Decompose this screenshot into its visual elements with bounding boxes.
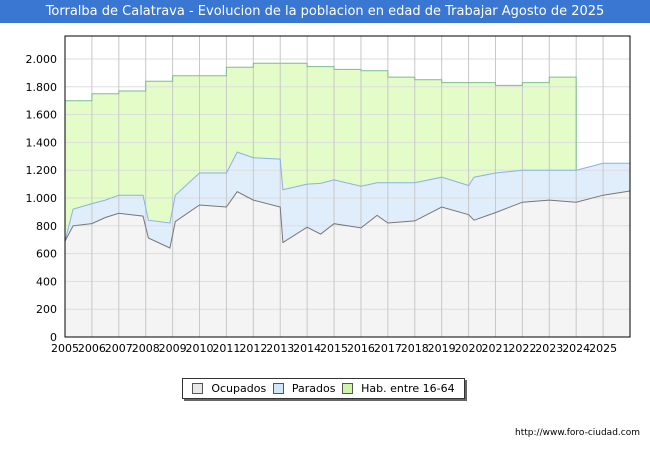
chart-title: Torralba de Calatrava - Evolucion de la … (0, 0, 650, 23)
legend-swatch-ocupados (192, 383, 204, 394)
series-area-ocupados (65, 191, 630, 337)
x-tick-label: 2011 (212, 342, 240, 355)
legend-parados: Parados (272, 382, 336, 395)
y-tick-label: 1.600 (26, 109, 58, 122)
y-tick-label: 1.200 (26, 164, 58, 177)
x-tick-label: 2008 (132, 342, 160, 355)
y-tick-label: 1.800 (26, 81, 58, 94)
y-tick-label: 400 (36, 275, 57, 288)
y-tick-label: 800 (36, 220, 57, 233)
x-tick-label: 2021 (481, 342, 509, 355)
legend-label: Ocupados (211, 382, 267, 395)
y-tick-label: 200 (36, 303, 57, 316)
y-tick-label: 0 (50, 331, 57, 344)
x-tick-label: 2005 (51, 342, 79, 355)
x-tick-label: 2018 (401, 342, 429, 355)
legend-hab: Hab. entre 16-64 (342, 382, 455, 395)
x-tick-label: 2017 (374, 342, 402, 355)
x-tick-label: 2013 (266, 342, 294, 355)
legend-swatch-parados (272, 383, 284, 394)
x-tick-label: 2006 (78, 342, 106, 355)
x-tick-label: 2016 (347, 342, 375, 355)
x-tick-label: 2015 (320, 342, 348, 355)
y-tick-label: 600 (36, 248, 57, 261)
x-tick-label: 2014 (293, 342, 321, 355)
legend-swatch-hab (342, 383, 354, 394)
x-tick-label: 2010 (186, 342, 214, 355)
series-line-hab (65, 62, 577, 171)
x-tick-label: 2012 (239, 342, 267, 355)
y-tick-label: 2.000 (26, 53, 58, 66)
x-tick-label: 2009 (159, 342, 187, 355)
legend-ocupados: Ocupados (192, 382, 266, 395)
series-line-parados (64, 151, 630, 242)
legend: Ocupados Parados Hab. entre 16-64 (182, 378, 465, 399)
x-tick-label: 2019 (428, 342, 456, 355)
x-tick-label: 2024 (562, 342, 590, 355)
series-area-hab (65, 63, 577, 242)
x-tick-label: 2007 (105, 342, 133, 355)
x-tick-label: 2025 (589, 342, 617, 355)
x-tick-label: 2022 (508, 342, 536, 355)
y-tick-label: 1.400 (26, 136, 58, 149)
legend-label: Hab. entre 16-64 (361, 382, 455, 395)
series-area-parados (65, 152, 630, 248)
y-tick-label: 1.000 (26, 192, 58, 205)
plot-border (64, 35, 631, 338)
legend-label: Parados (291, 382, 336, 395)
x-tick-label: 2020 (455, 342, 483, 355)
series-line-ocupados (64, 190, 631, 249)
x-tick-label: 2023 (535, 342, 563, 355)
footer-url[interactable]: http://www.foro-ciudad.com (515, 428, 640, 438)
